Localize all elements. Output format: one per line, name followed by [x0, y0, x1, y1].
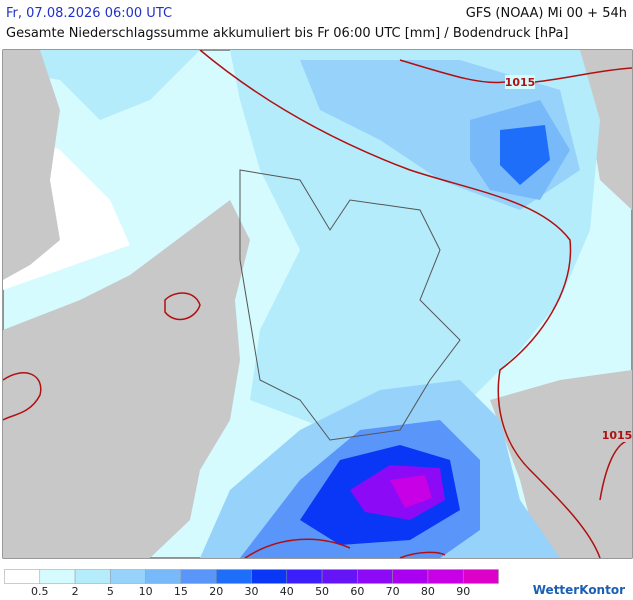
- legend-label: 20: [209, 585, 223, 598]
- isobar: [399, 59, 633, 84]
- isobar: [244, 538, 446, 559]
- legend-swatch: [357, 569, 393, 584]
- legend-swatch: [215, 569, 252, 584]
- legend-label: 10: [139, 585, 153, 598]
- legend-label: 80: [421, 585, 435, 598]
- isobar: [199, 49, 601, 559]
- legend-label: 30: [245, 585, 259, 598]
- legend-label: 0.5: [31, 585, 49, 598]
- isobar-label-bg: [602, 428, 632, 442]
- legend-swatch: [110, 569, 146, 584]
- isobar-label-bg: [505, 75, 535, 89]
- model-run: GFS (NOAA) Mi 00 + 54h: [465, 6, 627, 21]
- legend-swatch: [74, 569, 111, 584]
- legend-label: 2: [72, 585, 79, 598]
- land: [490, 370, 632, 558]
- legend-label: 70: [386, 585, 400, 598]
- legend-swatch: [180, 569, 217, 584]
- legend-label: 5: [107, 585, 114, 598]
- legend-swatch: [4, 569, 41, 584]
- legend-label: 15: [174, 585, 188, 598]
- brand: WetterKontor: [532, 583, 625, 597]
- isobar-label: 1015: [505, 76, 536, 89]
- legend-swatch: [251, 569, 288, 584]
- land: [3, 200, 250, 558]
- legend-swatch: [392, 569, 429, 584]
- land: [580, 50, 632, 210]
- legend-swatch: [321, 569, 358, 584]
- valid-time: Fr, 07.08.2026 06:00 UTC: [6, 6, 173, 21]
- legend-swatch: [427, 569, 464, 584]
- precip-area: [390, 475, 432, 508]
- isobar: [2, 372, 42, 421]
- legend-label: 60: [350, 585, 364, 598]
- map-subtitle: Gesamte Niederschlagssumme akkumuliert b…: [6, 26, 569, 41]
- legend-label: 40: [280, 585, 294, 598]
- legend: 0.5 2 5 10 15 20 30 40 50 60 70 80 90: [4, 569, 499, 598]
- legend-swatch: [286, 569, 323, 584]
- precip-area: [500, 125, 550, 185]
- isobar: [164, 292, 201, 321]
- legend-swatch: [39, 569, 76, 584]
- legend-label: 90: [456, 585, 470, 598]
- legend-label: 50: [315, 585, 329, 598]
- precip-area: [3, 50, 200, 120]
- border: [239, 169, 461, 441]
- legend-swatch: [462, 569, 499, 584]
- isobar-label: 1015: [602, 429, 633, 442]
- legend-swatch: [145, 569, 182, 584]
- land: [3, 50, 60, 280]
